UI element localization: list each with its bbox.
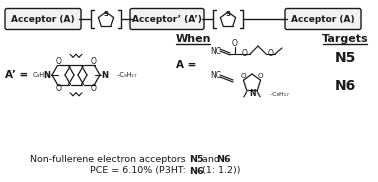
- Text: Acceptor’ (A’): Acceptor’ (A’): [132, 15, 202, 23]
- Text: N: N: [249, 90, 255, 98]
- Text: S: S: [104, 11, 108, 17]
- FancyBboxPatch shape: [5, 9, 81, 29]
- Text: A =: A =: [176, 60, 197, 70]
- Text: N5: N5: [189, 155, 203, 165]
- Text: N6: N6: [189, 167, 204, 175]
- Text: Acceptor (A): Acceptor (A): [291, 15, 355, 23]
- Text: O: O: [91, 57, 96, 66]
- Text: PCE = 6.10% (P3HT:: PCE = 6.10% (P3HT:: [90, 167, 189, 175]
- Text: –C₉H₁₇: –C₉H₁₇: [116, 72, 137, 78]
- Text: O: O: [242, 50, 248, 58]
- Text: O: O: [258, 73, 263, 79]
- Text: N: N: [102, 70, 108, 80]
- Text: and: and: [199, 155, 223, 165]
- Text: O: O: [56, 57, 62, 66]
- Text: –C₈H₁₇: –C₈H₁₇: [270, 92, 290, 96]
- Text: NC: NC: [210, 72, 221, 80]
- Text: (1: 1.2)): (1: 1.2)): [199, 167, 240, 175]
- Text: Non-fullerene electron acceptors: Non-fullerene electron acceptors: [30, 155, 189, 165]
- Text: O: O: [268, 50, 274, 58]
- FancyBboxPatch shape: [285, 9, 361, 29]
- Text: N6: N6: [216, 155, 231, 165]
- Text: C₉H₁₇: C₉H₁₇: [32, 72, 50, 78]
- Text: Acceptor (A): Acceptor (A): [11, 15, 75, 23]
- Text: O: O: [241, 73, 246, 79]
- Text: N: N: [43, 70, 50, 80]
- Text: N5: N5: [334, 51, 356, 65]
- Text: Targets: Targets: [322, 34, 368, 44]
- Text: NC: NC: [210, 46, 221, 56]
- Text: O: O: [232, 39, 238, 48]
- Text: N6: N6: [335, 79, 356, 93]
- Text: When: When: [175, 34, 211, 44]
- Text: O: O: [91, 84, 96, 93]
- Text: O: O: [56, 84, 62, 93]
- Text: S: S: [226, 11, 231, 17]
- Text: A’ =: A’ =: [5, 70, 28, 80]
- FancyBboxPatch shape: [130, 9, 204, 29]
